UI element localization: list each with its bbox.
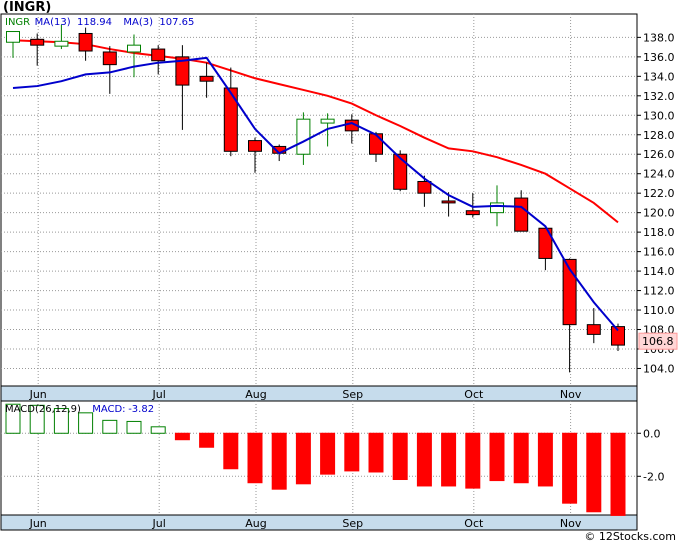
candle-body	[6, 31, 20, 43]
macd-bar	[562, 432, 578, 504]
price-legend-value: 107.65	[159, 17, 194, 28]
candle-body	[611, 326, 625, 346]
copyright-footer: © 12Stocks.com	[584, 530, 676, 543]
price-tick-label: 136.0	[643, 51, 675, 64]
candle-body	[30, 38, 45, 46]
candle-body	[465, 210, 480, 216]
candle-body	[248, 140, 262, 152]
macd-bar	[29, 404, 45, 434]
candle-body	[369, 133, 383, 155]
price-tick-label: 120.0	[643, 207, 675, 220]
month-label: Sep	[342, 388, 363, 401]
macd-bar	[174, 432, 190, 441]
candle-body	[54, 40, 69, 47]
macd-bar	[150, 426, 166, 434]
candle-body	[102, 51, 117, 66]
price-tick-label: 112.0	[643, 285, 675, 298]
chart-title: (INGR)	[3, 0, 52, 15]
macd-bar	[102, 419, 118, 434]
macd-legend-value: -3.82	[128, 404, 154, 415]
price-tick-label: 130.0	[643, 109, 675, 122]
month-label: Aug	[245, 388, 266, 401]
macd-bar	[247, 432, 263, 484]
macd-bar	[320, 432, 336, 475]
candle-body	[151, 48, 166, 62]
macd-bar	[610, 432, 626, 516]
ma3-line	[12, 56, 619, 332]
month-label: Jul	[152, 388, 166, 401]
candle-body	[417, 180, 432, 194]
macd-bar	[441, 432, 457, 487]
macd-bar	[537, 432, 553, 487]
candle-body	[78, 32, 93, 52]
macd-bar	[392, 432, 408, 481]
price-tick-label: 128.0	[643, 129, 675, 142]
candle-body	[199, 75, 214, 82]
month-label: Nov	[560, 517, 582, 530]
macd-bar	[416, 432, 432, 487]
month-label: Aug	[245, 517, 266, 530]
macd-legend-label: MACD:	[92, 404, 125, 415]
macd-tick-label: 0.0	[643, 427, 661, 440]
month-label: Oct	[464, 388, 484, 401]
candle-body	[320, 118, 335, 124]
price-tick-label: 124.0	[643, 168, 675, 181]
macd-bar	[344, 432, 360, 472]
price-tick-label: 104.0	[643, 362, 675, 375]
candle-body	[562, 258, 577, 326]
candle-body	[441, 200, 456, 204]
price-date-axis-band	[0, 385, 638, 402]
macd-bar	[53, 408, 69, 434]
macd-bar	[271, 432, 287, 490]
candle-body	[514, 197, 529, 232]
macd-bar	[368, 432, 384, 473]
price-tick-label: 110.0	[643, 304, 675, 317]
candle-body	[490, 202, 504, 214]
month-label: Jun	[29, 388, 47, 401]
macd-bar	[489, 432, 505, 482]
month-label: Jun	[29, 517, 47, 530]
candle-body	[296, 118, 311, 155]
macd-bar	[586, 432, 602, 513]
macd-bar	[223, 432, 239, 470]
month-label: Jul	[152, 517, 166, 530]
candle-body	[393, 153, 408, 190]
price-tick-label: 114.0	[643, 265, 675, 278]
macd-tick-label: -2.0	[643, 470, 664, 483]
month-label: Nov	[560, 388, 582, 401]
price-tick-label: 116.0	[643, 246, 675, 259]
price-legend-label: INGR	[5, 17, 30, 28]
price-legend-value: 118.94	[77, 17, 112, 28]
macd-bar	[465, 432, 481, 489]
price-legend-label: MA(3)	[123, 17, 153, 28]
month-label: Oct	[464, 517, 484, 530]
macd-legend-label: MACD(26,12,9)	[5, 404, 81, 415]
month-label: Sep	[342, 517, 363, 530]
candle-body	[127, 44, 141, 53]
macd-bar	[295, 432, 311, 485]
price-tick-label: 126.0	[643, 148, 675, 161]
macd-bar	[126, 420, 142, 434]
last-price-box	[638, 332, 678, 350]
price-legend-label: MA(13)	[35, 17, 71, 28]
price-plot-area	[0, 13, 638, 387]
macd-bar	[5, 403, 21, 434]
price-tick-label: 134.0	[643, 70, 675, 83]
price-tick-label: 122.0	[643, 187, 675, 200]
candle-body	[223, 87, 238, 152]
macd-bar	[513, 432, 529, 484]
candle-body	[586, 324, 601, 335]
macd-date-axis-band	[0, 514, 638, 531]
last-price-label: 106.8	[642, 335, 674, 348]
price-tick-label: 138.0	[643, 31, 675, 44]
price-tick-label: 132.0	[643, 90, 675, 103]
macd-bar	[199, 432, 215, 448]
ma13-line	[12, 39, 619, 224]
macd-bar	[78, 412, 94, 434]
price-tick-label: 118.0	[643, 226, 675, 239]
candle-body	[175, 56, 190, 86]
